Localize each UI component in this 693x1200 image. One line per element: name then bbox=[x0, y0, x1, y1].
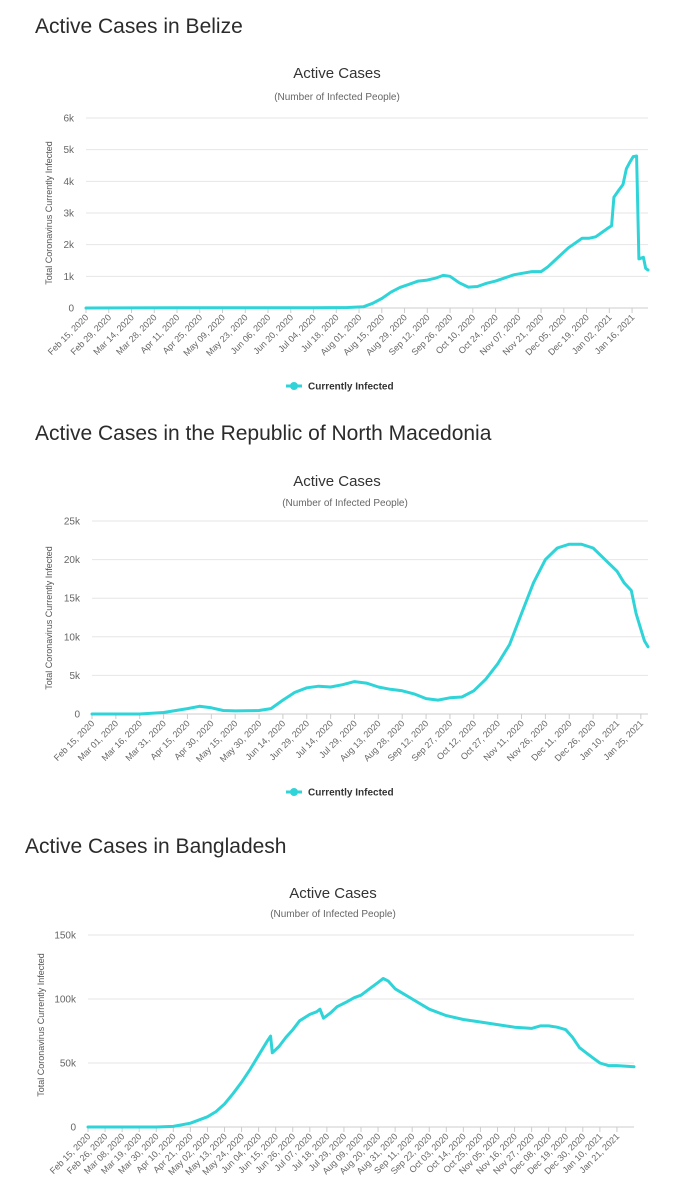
north-macedonia-chart: Active Cases (Number of Infected People) T… bbox=[44, 473, 650, 799]
series-line-currently-infected bbox=[84, 154, 650, 310]
series-line-currently-infected bbox=[90, 542, 650, 716]
belize-chart: Active Cases (Number of Infected People) T… bbox=[44, 65, 650, 393]
y-tick-label: 5k bbox=[69, 671, 81, 682]
y-tick-label: 100k bbox=[54, 995, 77, 1006]
north-macedonia-section: Active Cases in the Republic of North Ma… bbox=[0, 400, 693, 820]
y-tick-label: 4k bbox=[63, 177, 75, 188]
bangladesh-heading: Active Cases in Bangladesh bbox=[25, 835, 287, 858]
chart-title: Active Cases bbox=[293, 65, 381, 82]
legend-item-currently-infected[interactable]: Currently Infected bbox=[286, 788, 394, 799]
legend-marker bbox=[290, 382, 298, 390]
y-tick-label: 15k bbox=[64, 594, 81, 605]
y-tick-label: 0 bbox=[70, 1123, 76, 1134]
y-tick-label: 150k bbox=[54, 931, 77, 942]
y-tick-label: 6k bbox=[63, 114, 75, 125]
y-tick-label: 3k bbox=[63, 209, 75, 220]
chart-title: Active Cases bbox=[293, 473, 381, 490]
bangladesh-chart: Active Cases (Number of Infected People) T… bbox=[36, 885, 636, 1177]
chart-title: Active Cases bbox=[289, 885, 377, 902]
y-tick-label: 1k bbox=[63, 272, 75, 283]
chart-subtitle: (Number of Infected People) bbox=[282, 498, 408, 509]
y-axis-label: Total Coronavirus Currently Infected bbox=[36, 953, 46, 1097]
belize-section: Active Cases in Belize Active Cases (Numb… bbox=[0, 0, 693, 400]
bangladesh-section: Active Cases in Bangladesh Active Cases (… bbox=[0, 820, 693, 1200]
legend-label: Currently Infected bbox=[308, 382, 394, 393]
legend-label: Currently Infected bbox=[308, 788, 394, 799]
chart-subtitle: (Number of Infected People) bbox=[274, 92, 400, 103]
chart-subtitle: (Number of Infected People) bbox=[270, 909, 396, 920]
y-tick-label: 0 bbox=[74, 710, 80, 721]
legend-marker bbox=[290, 788, 298, 796]
y-tick-label: 10k bbox=[64, 632, 81, 643]
y-tick-label: 50k bbox=[60, 1059, 77, 1070]
y-tick-label: 0 bbox=[68, 304, 74, 315]
belize-heading: Active Cases in Belize bbox=[35, 15, 243, 38]
y-tick-label: 5k bbox=[63, 145, 75, 156]
y-axis-label: Total Coronavirus Currently Infected bbox=[44, 546, 54, 690]
y-tick-label: 25k bbox=[64, 517, 81, 528]
legend-item-currently-infected[interactable]: Currently Infected bbox=[286, 382, 394, 393]
y-axis-label: Total Coronavirus Currently Infected bbox=[44, 141, 54, 285]
y-tick-label: 2k bbox=[63, 240, 75, 251]
y-tick-label: 20k bbox=[64, 555, 81, 566]
north-macedonia-heading: Active Cases in the Republic of North Ma… bbox=[35, 422, 492, 445]
series-line-currently-infected bbox=[86, 977, 636, 1129]
